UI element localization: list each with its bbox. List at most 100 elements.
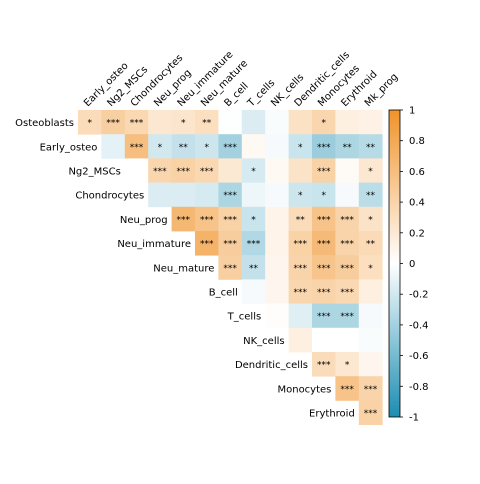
row-label: T_cells [227, 312, 262, 323]
significance-label: *** [317, 143, 331, 153]
significance-label: *** [317, 264, 331, 274]
significance-label: * [298, 143, 303, 153]
significance-label: ** [366, 240, 376, 250]
heatmap-cell [358, 327, 383, 353]
heatmap-cell [358, 279, 383, 304]
significance-label: * [345, 361, 350, 371]
heatmap-cell [265, 206, 289, 232]
colorbar-tick-label: -1 [409, 413, 419, 424]
heatmap-cell [101, 110, 126, 135]
significance-label: *** [177, 215, 191, 225]
significance-label: *** [294, 240, 308, 250]
heatmap-cell [288, 158, 313, 183]
heatmap-cell [312, 110, 336, 135]
colorbar-tick-label: 0.4 [409, 198, 425, 209]
heatmap-cell [358, 352, 383, 377]
significance-label: * [368, 264, 373, 274]
heatmap-cell [171, 206, 196, 232]
heatmap-cell [241, 110, 266, 135]
significance-label: *** [340, 288, 354, 298]
heatmap-cell [288, 134, 313, 159]
colorbar-tick-label: -0.8 [409, 382, 429, 393]
row-label: Neu_prog [120, 215, 168, 226]
heatmap-cell [171, 134, 196, 159]
colorbar-tick-label: 0.8 [409, 136, 425, 147]
significance-label: * [87, 119, 92, 129]
heatmap-cell [358, 206, 383, 232]
heatmap-cell [312, 327, 336, 353]
heatmap-cell [241, 206, 266, 232]
heatmap-cell [358, 376, 383, 401]
heatmap-cell [312, 352, 336, 377]
heatmap-cell [358, 134, 383, 159]
heatmap-cell [78, 110, 102, 135]
significance-label: *** [340, 264, 354, 274]
significance-label: * [368, 215, 373, 225]
significance-label: *** [177, 167, 191, 177]
heatmap-cell [335, 303, 360, 329]
heatmap-cell [241, 231, 266, 256]
heatmap-cell [265, 110, 289, 135]
heatmap-cell [265, 182, 289, 208]
heatmap-cell [358, 231, 383, 256]
significance-label: ** [343, 143, 353, 153]
significance-label: *** [247, 240, 261, 250]
heatmap-cell [358, 158, 383, 183]
significance-label: ** [296, 215, 306, 225]
significance-label: *** [130, 143, 144, 153]
heatmap-cell [358, 400, 383, 425]
significance-label: *** [294, 288, 308, 298]
significance-label: * [158, 143, 163, 153]
heatmap-cell [241, 158, 266, 183]
colorbar-tick-label: 0 [409, 259, 415, 270]
heatmap-cell [335, 110, 360, 135]
heatmap-cell [288, 303, 313, 329]
heatmap-cell [335, 231, 360, 256]
heatmap-cell [265, 279, 289, 304]
significance-label: *** [130, 119, 144, 129]
significance-label: ** [366, 143, 376, 153]
row-label: Chondrocytes [75, 191, 144, 202]
heatmap-cell [312, 279, 336, 304]
colorbar-tick-label: -0.4 [409, 320, 429, 331]
heatmap-cell [218, 182, 243, 208]
heatmap-cell [312, 255, 336, 280]
heatmap-cell [171, 182, 196, 208]
significance-label: *** [317, 312, 331, 322]
row-label: Ng2_MSCs [68, 167, 120, 178]
heatmap-cell [101, 134, 126, 159]
heatmap-cell [265, 231, 289, 256]
heatmap-cell [312, 206, 336, 232]
row-label: Dendritic_cells [235, 360, 308, 371]
significance-label: *** [364, 385, 378, 395]
significance-label: * [298, 191, 303, 201]
heatmap-cell [312, 158, 336, 183]
heatmap-cell [288, 182, 313, 208]
significance-label: *** [223, 143, 237, 153]
significance-label: *** [223, 215, 237, 225]
heatmap-cell [148, 182, 172, 208]
heatmap-cell [218, 134, 243, 159]
heatmap-cell [241, 279, 266, 304]
heatmap-cell [148, 134, 172, 159]
heatmap-cell [195, 182, 219, 208]
colorbar [388, 109, 401, 418]
heatmap-cell [288, 279, 313, 304]
significance-label: ** [202, 119, 212, 129]
significance-label: *** [223, 264, 237, 274]
heatmap-cell [171, 110, 196, 135]
significance-label: ** [249, 264, 259, 274]
significance-label: * [181, 119, 186, 129]
row-label: Erythroid [309, 409, 355, 420]
significance-label: *** [153, 167, 167, 177]
significance-label: *** [200, 240, 214, 250]
heatmap-cell [312, 182, 336, 208]
heatmap-cell [195, 206, 219, 232]
heatmap-cell [265, 134, 289, 159]
heatmap-cell [218, 231, 243, 256]
heatmap-cell [148, 110, 172, 135]
heatmap-cell [335, 255, 360, 280]
heatmap-cell [335, 182, 360, 208]
heatmap-cell [335, 158, 360, 183]
